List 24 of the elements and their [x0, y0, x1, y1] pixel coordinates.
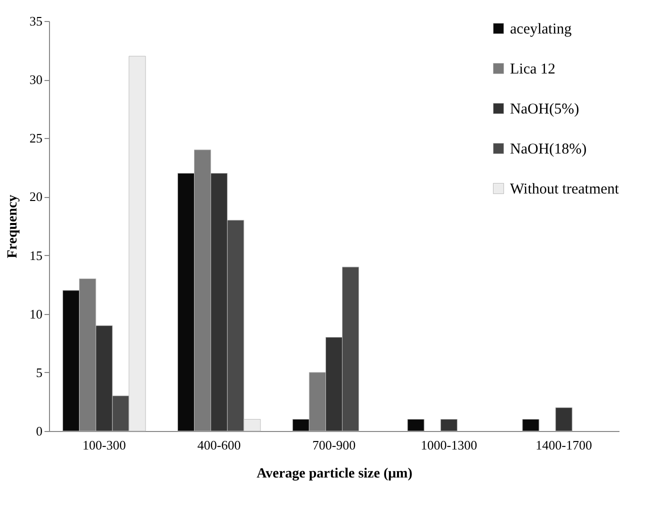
legend-label: aceylating [510, 22, 572, 38]
x-tick-label: 400-600 [197, 438, 241, 452]
x-tick-label: 1400-1700 [536, 438, 592, 452]
x-tick-label: 100-300 [82, 438, 126, 452]
y-tick-label: 20 [30, 189, 42, 204]
legend-label: Without treatment [510, 182, 620, 198]
y-tick-label: 10 [30, 306, 42, 322]
legend-label: Lica 12 [510, 62, 556, 78]
y-tick-label: 0 [36, 424, 42, 438]
bar [555, 407, 572, 432]
y-tick-label: 25 [30, 130, 42, 146]
x-tick-label: 1000-1300 [420, 438, 478, 452]
y-tick-label: 15 [30, 248, 42, 263]
legend-label: NaOH(5%) [510, 102, 580, 118]
bar [440, 419, 458, 432]
bar [522, 419, 540, 432]
y-tick-label: 5 [36, 364, 42, 380]
x-tick-label: 700-900 [312, 438, 356, 452]
x-axis-title: Average particle size (μm) [256, 466, 413, 482]
y-tick-label: 30 [30, 72, 42, 88]
y-tick-label: 35 [30, 14, 42, 28]
bar [407, 419, 424, 432]
y-axis-title: Frequency [6, 194, 20, 258]
legend-label: NaOH(18%) [510, 142, 587, 158]
